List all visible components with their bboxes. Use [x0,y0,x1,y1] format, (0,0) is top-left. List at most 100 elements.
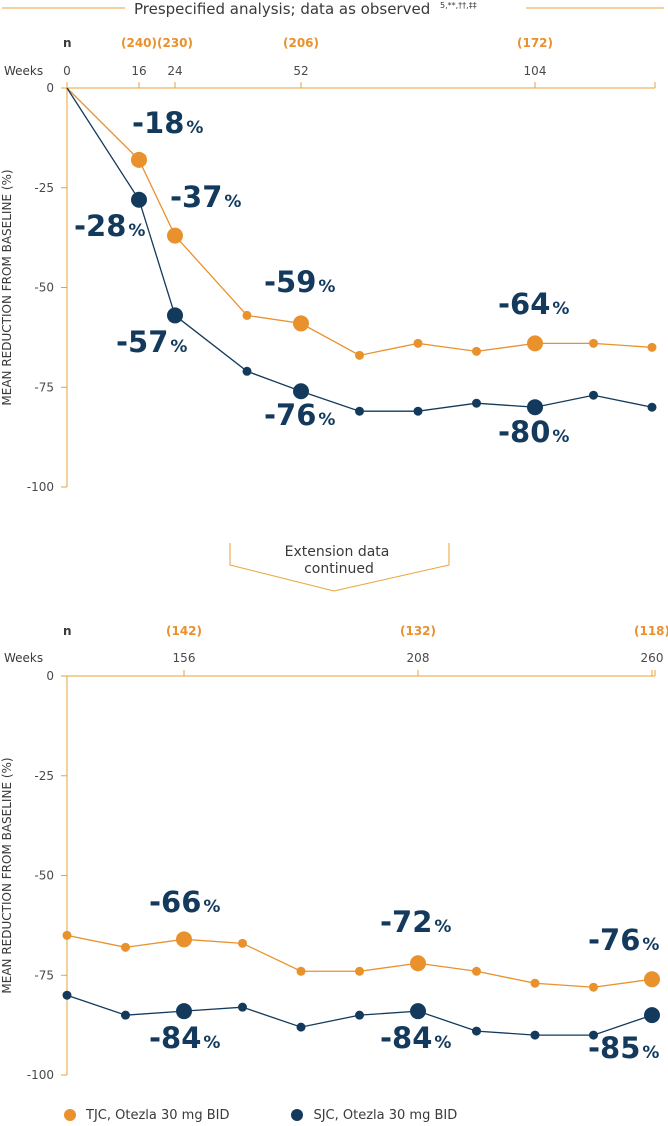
data-point-sjc [472,398,481,408]
x-tick-label: 16 [131,64,146,78]
x-axis-label: Weeks [4,651,43,665]
data-label: -59% [264,265,335,299]
data-point-sjc [238,1002,247,1012]
data-label-value: -18 [132,106,184,140]
data-point-sjc [131,191,147,208]
data-point-sjc [530,1030,540,1040]
data-point-tjc [647,342,657,352]
data-label-value: -76 [264,398,316,432]
y-tick-label: 0 [46,669,54,683]
data-label-unit: % [170,337,187,357]
data-label-value: -64 [498,287,550,321]
data-point-tjc [355,966,364,976]
data-point-tjc [530,978,540,988]
x-tick-label: 104 [524,64,547,78]
legend-label-sjc: SJC, Otezla 30 mg BID [313,1107,458,1123]
y-axis-label: MEAN REDUCTION FROM BASELINE (%) [0,757,14,993]
chart-panel-1: 0 -25 -50 -75 -100 MEAN REDUCTION FROM BASELI… [0,36,657,494]
data-point-tjc [131,151,147,168]
legend-item-tjc: TJC, Otezla 30 mg BID [64,1108,229,1123]
data-point-tjc [472,346,481,356]
data-point-tjc [589,338,598,348]
data-point-tjc [410,955,426,972]
data-label-value: -72 [380,905,432,939]
data-label: -72% [380,905,451,939]
data-point-tjc [296,966,306,976]
data-point-sjc [589,390,598,400]
data-point-tjc [644,971,660,988]
data-point-sjc [355,1010,364,1020]
data-label-unit: % [552,299,569,319]
data-point-sjc [472,1026,481,1036]
data-point-tjc [527,335,543,352]
x-tick-label: 156 [173,651,196,665]
data-label-unit: % [318,410,335,430]
n-label: n [63,624,72,638]
data-label: -57% [116,325,187,359]
legend-item-sjc: SJC, Otezla 30 mg BID [291,1108,457,1123]
data-point-tjc [238,938,247,948]
data-label: -18% [132,106,203,140]
data-point-tjc [62,930,72,940]
data-label: -64% [498,287,569,321]
data-label-value: -57 [116,325,168,359]
header-superscript: 5,**,††,‡‡ [440,1,477,10]
data-point-sjc [647,402,657,412]
data-point-tjc [472,966,481,976]
y-tick-label: -100 [27,1068,54,1082]
data-label-unit: % [552,427,569,447]
data-label-value: -28 [74,209,126,243]
y-axis-label: MEAN REDUCTION FROM BASELINE (%) [0,169,14,405]
n-value: (132) [400,624,436,638]
data-point-tjc [121,942,130,952]
data-point-sjc [293,383,309,400]
n-label: n [63,36,72,50]
n-value: (142) [166,624,202,638]
data-label: -28% [74,209,145,243]
data-point-sjc [176,1003,192,1020]
n-value: (118) [634,624,668,638]
legend-label-tjc: TJC, Otezla 30 mg BID [86,1107,230,1123]
data-point-tjc [242,310,252,320]
data-label-unit: % [642,935,659,955]
y-tick-label: -25 [34,769,54,783]
data-label: -85% [588,1031,659,1065]
data-label: -76% [588,923,659,957]
data-label-unit: % [434,1033,451,1053]
data-point-tjc [176,931,192,948]
x-tick-label: 260 [641,651,664,665]
header-title-text: Prespecified analysis; data as observed [134,0,430,18]
header-title: Prespecified analysis; data as observed … [134,0,477,18]
x-tick-label: 24 [167,64,182,78]
data-point-sjc [589,1030,598,1040]
data-label-value: -76 [588,923,640,957]
data-point-tjc [293,315,309,332]
data-point-sjc [242,366,252,376]
data-label-value: -66 [149,885,201,919]
data-point-tjc [167,227,183,244]
y-tick-label: -50 [34,281,54,295]
data-label-value: -80 [498,415,550,449]
y-tick-label: -75 [34,380,54,394]
data-label-value: -84 [380,1021,432,1055]
data-point-sjc [413,406,423,416]
data-point-tjc [413,338,423,348]
chart-panel-2: 0 -25 -50 -75 -100 MEAN REDUCTION FROM BASELI… [0,624,668,1082]
x-axis-label: Weeks [4,64,43,78]
data-point-sjc [410,1003,426,1020]
legend: TJC, Otezla 30 mg BID SJC, Otezla 30 mg … [64,1104,519,1126]
extension-label-line1: Extension data [285,544,390,560]
data-point-sjc [527,399,543,416]
data-label-unit: % [186,118,203,138]
legend-swatch-sjc [291,1109,304,1121]
y-tick-label: 0 [46,81,54,95]
data-label-unit: % [224,192,241,212]
data-label: -37% [170,180,241,214]
data-label-unit: % [642,1043,659,1063]
y-tick-label: -50 [34,869,54,883]
data-label-unit: % [318,277,335,297]
extension-label-line2: continued [304,561,374,577]
data-point-sjc [644,1007,660,1024]
data-label-value: -59 [264,265,316,299]
